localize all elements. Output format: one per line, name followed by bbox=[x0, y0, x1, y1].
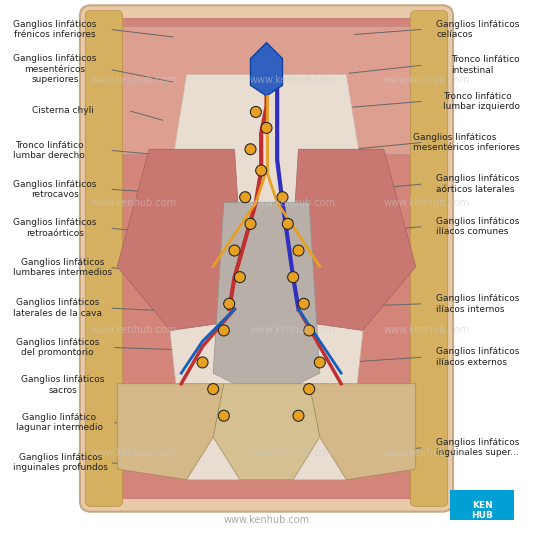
Text: www.kenhub.com: www.kenhub.com bbox=[250, 326, 336, 335]
Circle shape bbox=[316, 358, 324, 367]
Text: HUB: HUB bbox=[471, 511, 494, 520]
Text: www.kenhub.com: www.kenhub.com bbox=[223, 515, 310, 525]
FancyBboxPatch shape bbox=[99, 19, 434, 498]
Text: Ganglios linfáticos
ilíacos externos: Ganglios linfáticos ilíacos externos bbox=[437, 348, 520, 367]
Text: Ganglio linfático
lagunar intermedio: Ganglio linfático lagunar intermedio bbox=[16, 413, 103, 432]
Text: Ganglios linfáticos
aórticos laterales: Ganglios linfáticos aórticos laterales bbox=[437, 174, 520, 193]
Circle shape bbox=[225, 300, 233, 308]
Circle shape bbox=[278, 193, 287, 201]
Polygon shape bbox=[213, 384, 320, 480]
Circle shape bbox=[289, 273, 297, 281]
Text: Ganglios linfáticos
mesentéricos inferiores: Ganglios linfáticos mesentéricos inferio… bbox=[413, 133, 520, 152]
Text: Ganglios linfáticos
del promontorio: Ganglios linfáticos del promontorio bbox=[16, 338, 99, 357]
Text: www.kenhub.com: www.kenhub.com bbox=[90, 75, 176, 85]
Circle shape bbox=[236, 273, 244, 281]
Circle shape bbox=[284, 220, 292, 228]
Polygon shape bbox=[117, 149, 245, 330]
Text: www.kenhub.com: www.kenhub.com bbox=[250, 448, 336, 458]
Text: Tronco linfático
lumbar izquierdo: Tronco linfático lumbar izquierdo bbox=[443, 92, 520, 111]
Circle shape bbox=[300, 300, 308, 308]
Circle shape bbox=[198, 358, 207, 367]
Text: www.kenhub.com: www.kenhub.com bbox=[90, 326, 176, 335]
Circle shape bbox=[229, 245, 240, 256]
Text: Ganglios linfáticos
laterales de la cava: Ganglios linfáticos laterales de la cava bbox=[13, 298, 102, 318]
Circle shape bbox=[305, 326, 313, 335]
FancyBboxPatch shape bbox=[410, 11, 448, 506]
Circle shape bbox=[246, 220, 255, 228]
Polygon shape bbox=[117, 384, 224, 480]
Polygon shape bbox=[160, 75, 373, 480]
Text: Tronco linfático
lumbar derecho: Tronco linfático lumbar derecho bbox=[13, 141, 85, 160]
Text: KEN: KEN bbox=[472, 501, 492, 510]
Circle shape bbox=[277, 192, 288, 203]
Circle shape bbox=[208, 384, 219, 394]
Circle shape bbox=[256, 165, 266, 176]
Circle shape bbox=[240, 192, 251, 203]
FancyBboxPatch shape bbox=[107, 27, 426, 155]
Circle shape bbox=[245, 219, 256, 229]
Text: Ganglios linfáticos
inguinales super...: Ganglios linfáticos inguinales super... bbox=[437, 438, 520, 457]
Circle shape bbox=[220, 326, 228, 335]
Circle shape bbox=[220, 411, 228, 420]
Text: Ganglios linfáticos
inguinales profundos: Ganglios linfáticos inguinales profundos bbox=[13, 453, 108, 472]
Text: www.kenhub.com: www.kenhub.com bbox=[383, 448, 470, 458]
Text: Cisterna chyli: Cisterna chyli bbox=[32, 106, 94, 115]
Text: Ganglios linfáticos
ilíacos comunes: Ganglios linfáticos ilíacos comunes bbox=[437, 217, 520, 236]
Polygon shape bbox=[288, 149, 416, 330]
Circle shape bbox=[262, 124, 271, 132]
Circle shape bbox=[230, 246, 239, 255]
Text: www.kenhub.com: www.kenhub.com bbox=[383, 198, 470, 207]
Text: Ganglios linfáticos
lumbares intermedios: Ganglios linfáticos lumbares intermedios bbox=[13, 258, 112, 277]
Circle shape bbox=[293, 245, 304, 256]
Text: www.kenhub.com: www.kenhub.com bbox=[383, 75, 470, 85]
Circle shape bbox=[261, 123, 272, 133]
Circle shape bbox=[252, 108, 260, 116]
Circle shape bbox=[282, 219, 293, 229]
Circle shape bbox=[293, 410, 304, 421]
Text: Ganglios linfáticos
celíacos: Ganglios linfáticos celíacos bbox=[437, 20, 520, 39]
Polygon shape bbox=[213, 203, 320, 400]
Circle shape bbox=[251, 107, 261, 117]
Circle shape bbox=[224, 298, 235, 309]
Circle shape bbox=[241, 193, 249, 201]
Polygon shape bbox=[309, 384, 416, 480]
Circle shape bbox=[314, 357, 325, 368]
Text: Ganglios linfáticos
retrocavos: Ganglios linfáticos retrocavos bbox=[13, 180, 96, 199]
Circle shape bbox=[304, 384, 314, 394]
Circle shape bbox=[294, 246, 303, 255]
Text: Ganglios linfáticos
ilíacos internos: Ganglios linfáticos ilíacos internos bbox=[437, 294, 520, 313]
Circle shape bbox=[304, 325, 314, 336]
FancyBboxPatch shape bbox=[85, 11, 123, 506]
Polygon shape bbox=[251, 43, 282, 96]
Circle shape bbox=[288, 272, 298, 282]
Circle shape bbox=[305, 385, 313, 393]
Circle shape bbox=[298, 298, 309, 309]
Circle shape bbox=[246, 145, 255, 154]
Circle shape bbox=[197, 357, 208, 368]
Text: www.kenhub.com: www.kenhub.com bbox=[90, 198, 176, 207]
Text: Ganglios linfáticos
frénicos inferiores: Ganglios linfáticos frénicos inferiores bbox=[13, 20, 96, 39]
Text: Ganglios linfáticos
mesentéricos
superiores: Ganglios linfáticos mesentéricos superio… bbox=[13, 54, 96, 84]
Circle shape bbox=[235, 272, 245, 282]
Circle shape bbox=[209, 385, 217, 393]
Text: Tronco linfático
intestinal: Tronco linfático intestinal bbox=[451, 55, 520, 75]
Text: www.kenhub.com: www.kenhub.com bbox=[250, 75, 336, 85]
Text: www.kenhub.com: www.kenhub.com bbox=[250, 198, 336, 207]
Circle shape bbox=[219, 410, 229, 421]
Text: Ganglios linfáticos
sacros: Ganglios linfáticos sacros bbox=[21, 375, 104, 394]
Text: www.kenhub.com: www.kenhub.com bbox=[383, 326, 470, 335]
Circle shape bbox=[245, 144, 256, 155]
FancyBboxPatch shape bbox=[80, 5, 453, 512]
Circle shape bbox=[219, 325, 229, 336]
Circle shape bbox=[294, 411, 303, 420]
Text: www.kenhub.com: www.kenhub.com bbox=[90, 448, 176, 458]
Circle shape bbox=[257, 166, 265, 175]
FancyBboxPatch shape bbox=[450, 490, 514, 520]
Text: Ganglios linfáticos
retroaórticos: Ganglios linfáticos retroaórticos bbox=[13, 219, 96, 238]
